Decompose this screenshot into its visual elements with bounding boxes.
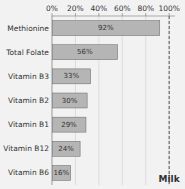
tick-mark — [145, 13, 146, 16]
data-label: 29% — [61, 121, 77, 129]
category-label: Vitamin B2 — [8, 96, 49, 105]
bar — [52, 21, 160, 36]
tick-label: 100% — [158, 4, 179, 13]
data-label: 16% — [54, 169, 70, 177]
y-axis-line — [52, 16, 53, 185]
category-label: Total Folate — [5, 48, 49, 57]
grid-line — [145, 16, 146, 185]
tick-label: 80% — [137, 4, 154, 13]
reference-line — [169, 16, 170, 185]
bars — [52, 21, 160, 181]
bar — [52, 93, 87, 108]
grid-line — [122, 16, 123, 185]
tick-label: 40% — [91, 4, 108, 13]
grid-line — [98, 16, 99, 185]
category-label: Vitamin B1 — [8, 120, 49, 129]
data-label: 30% — [62, 97, 78, 105]
bar — [52, 69, 91, 84]
data-label: 33% — [64, 72, 80, 80]
tick-mark — [169, 13, 170, 16]
tick-label: 0% — [46, 4, 58, 13]
grid — [52, 16, 169, 185]
bar — [52, 117, 86, 132]
x-axis-line — [52, 16, 175, 17]
tick-mark — [75, 13, 76, 16]
category-label: Vitamin B12 — [3, 144, 49, 153]
bar — [52, 165, 71, 180]
category-label: Vitamin B6 — [8, 168, 49, 177]
bar — [52, 45, 118, 60]
category-label: Methionine — [7, 24, 49, 33]
tick-mark — [98, 13, 99, 16]
annotation: Milk — [159, 174, 181, 184]
data-label: 92% — [98, 24, 114, 32]
data-label: 24% — [58, 145, 74, 153]
grid-line — [169, 16, 170, 185]
data-label: 56% — [77, 48, 93, 56]
category-label: Vitamin B3 — [8, 72, 49, 81]
background — [0, 0, 185, 189]
tick-label: 20% — [67, 4, 84, 13]
tick-mark — [52, 13, 53, 16]
bar — [52, 141, 80, 156]
chart: 0% 20% 40% 60% 80% 100% Methionine Total Folate… — [0, 0, 185, 189]
tick-label: 60% — [114, 4, 131, 13]
tick-mark — [122, 13, 123, 16]
